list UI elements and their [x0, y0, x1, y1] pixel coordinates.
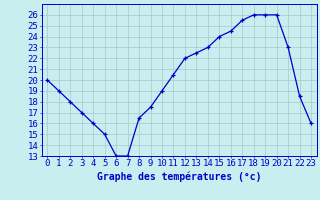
- X-axis label: Graphe des températures (°c): Graphe des températures (°c): [97, 171, 261, 182]
